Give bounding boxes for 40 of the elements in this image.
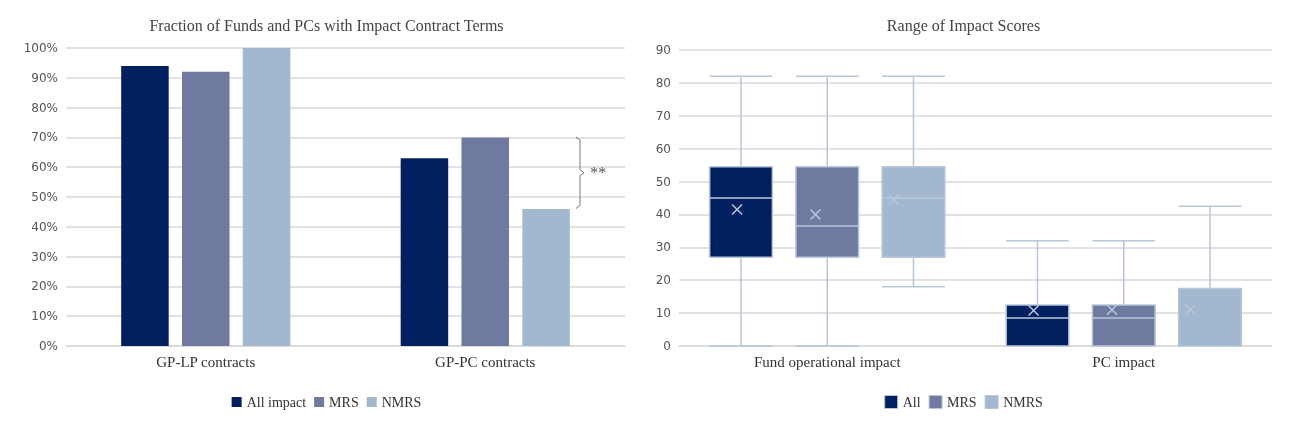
- legend-label: MRS: [329, 394, 359, 410]
- bar: [461, 137, 510, 346]
- y-tick-label: 60: [655, 141, 671, 156]
- annotation: **: [590, 163, 607, 184]
- bar: [181, 71, 230, 346]
- y-tick-label: 90: [655, 43, 671, 57]
- legend-label: All impact: [246, 394, 307, 410]
- y-tick-label: 80: [655, 75, 671, 90]
- y-tick-label: 20%: [31, 279, 58, 294]
- y-tick-label: 10%: [31, 309, 58, 324]
- y-tick-label: 50: [655, 174, 671, 189]
- y-tick-label: 0%: [38, 339, 58, 353]
- y-tick-label: 70: [655, 108, 671, 123]
- x-tick-label: GP-LP contracts: [156, 353, 256, 370]
- legend-label: NMRS: [1003, 394, 1043, 410]
- x-tick-label: Fund operational impact: [753, 353, 902, 370]
- x-tick-label: PC impact: [1092, 353, 1157, 370]
- bar: [121, 65, 169, 346]
- y-tick-label: 90%: [31, 70, 58, 85]
- bar: [400, 158, 449, 346]
- bar: [522, 208, 570, 346]
- y-tick-label: 0: [663, 339, 671, 353]
- bar: [242, 48, 291, 346]
- y-tick-label: 40: [655, 207, 671, 222]
- y-tick-label: 60%: [31, 160, 58, 175]
- y-tick-label: 40%: [31, 219, 58, 234]
- y-tick-label: 30%: [31, 249, 58, 264]
- y-tick-label: 100%: [23, 41, 58, 55]
- y-tick-label: 20: [655, 273, 671, 288]
- legend-label: NMRS: [381, 394, 422, 410]
- y-tick-label: 10: [655, 306, 671, 321]
- chart-title: Fraction of Funds and PCs with Impact Contract Terms: [149, 16, 504, 35]
- y-tick-label: 50%: [31, 190, 58, 204]
- legend-label: MRS: [947, 394, 977, 410]
- y-tick-label: 80%: [31, 100, 58, 115]
- x-tick-label: GP-PC contracts: [435, 353, 536, 370]
- legend-label: All: [902, 394, 921, 410]
- y-tick-label: 70%: [31, 130, 58, 145]
- y-tick-label: 30: [655, 240, 671, 255]
- chart-title: Range of Impact Scores: [886, 16, 1041, 35]
